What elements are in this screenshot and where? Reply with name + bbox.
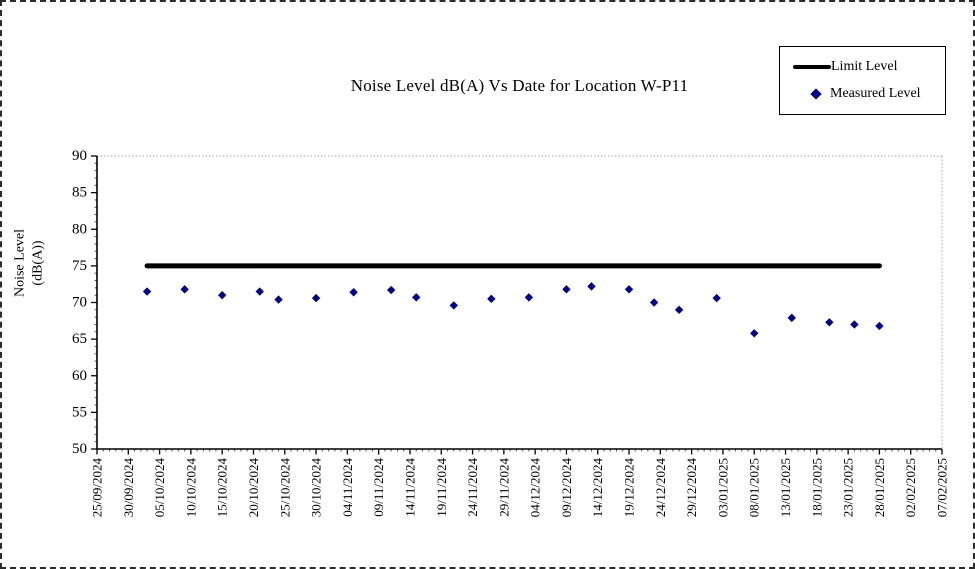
x-tick-label: 09/11/2024 [371, 458, 386, 517]
measured-point [311, 293, 321, 303]
measured-point [875, 321, 884, 331]
x-tick-label: 24/11/2024 [465, 458, 480, 517]
measured-point [587, 282, 596, 291]
measured-point [349, 288, 358, 297]
y-tick-label: 85 [72, 185, 87, 201]
legend: Limit Level Measured Level [779, 46, 946, 115]
legend-item-limit-level: Limit Level [780, 59, 945, 75]
measured-point [674, 305, 684, 315]
measured-point [217, 290, 227, 300]
measured-point [487, 294, 496, 304]
x-tick-label: 15/10/2024 [215, 458, 230, 518]
measured-point [142, 287, 152, 296]
measured-point [649, 298, 659, 307]
measured-point [624, 285, 634, 294]
measured-point [850, 320, 859, 329]
x-tick-label: 30/10/2024 [309, 458, 324, 518]
x-tick-label: 18/01/2025 [809, 458, 824, 517]
measured-point [180, 285, 189, 294]
y-tick-label: 60 [72, 368, 87, 384]
measured-point [787, 313, 796, 323]
y-tick-label: 90 [72, 148, 87, 164]
x-tick-label: 13/01/2025 [778, 458, 793, 517]
measured-point [750, 329, 759, 338]
x-tick-label: 08/01/2025 [747, 458, 762, 517]
measured-point [255, 287, 264, 296]
x-tick-label: 28/01/2025 [872, 458, 887, 517]
limit-line-icon [793, 64, 831, 69]
x-tick-label: 25/09/2024 [90, 458, 105, 518]
measured-point [524, 293, 534, 302]
legend-label-measured-level: Measured Level [830, 86, 921, 102]
measured-point [449, 301, 458, 310]
diamond-icon [810, 88, 822, 100]
y-tick-label: 65 [72, 331, 87, 347]
x-tick-label: 05/10/2024 [152, 458, 167, 518]
x-tick-label: 14/12/2024 [590, 458, 605, 518]
measured-point [386, 285, 396, 295]
x-tick-label: 29/12/2024 [684, 458, 699, 518]
x-tick-label: 24/12/2024 [653, 458, 668, 518]
measured-point [712, 293, 721, 303]
measured-point [825, 318, 834, 327]
x-tick-label: 30/09/2024 [121, 458, 136, 518]
x-tick-label: 19/11/2024 [434, 458, 449, 517]
y-tick-label: 70 [72, 295, 87, 311]
x-tick-label: 14/11/2024 [402, 458, 417, 517]
y-tick-label: 80 [72, 221, 87, 237]
x-tick-label: 23/01/2025 [841, 458, 856, 517]
y-tick-label: 75 [72, 258, 87, 274]
x-tick-label: 03/01/2025 [715, 458, 730, 517]
y-tick-label: 55 [72, 404, 87, 420]
x-tick-label: 04/11/2024 [340, 458, 355, 517]
x-tick-label: 07/02/2025 [935, 458, 950, 517]
legend-item-measured-level: Measured Level [780, 86, 945, 102]
x-tick-label: 04/12/2024 [528, 458, 543, 518]
x-tick-label: 19/12/2024 [622, 458, 637, 518]
measured-point [412, 293, 421, 302]
x-tick-label: 09/12/2024 [559, 458, 574, 518]
measured-point [562, 285, 571, 294]
x-tick-label: 25/10/2024 [277, 458, 292, 518]
chart-title: Noise Level dB(A) Vs Date for Location W… [350, 76, 689, 95]
x-tick-label: 10/10/2024 [183, 458, 198, 518]
x-tick-label: 02/02/2025 [903, 458, 918, 517]
measured-point [274, 295, 283, 304]
x-tick-label: 29/11/2024 [496, 458, 511, 517]
x-tick-label: 20/10/2024 [246, 458, 261, 518]
legend-label-limit-level: Limit Level [831, 58, 898, 74]
y-tick-label: 50 [72, 441, 87, 457]
